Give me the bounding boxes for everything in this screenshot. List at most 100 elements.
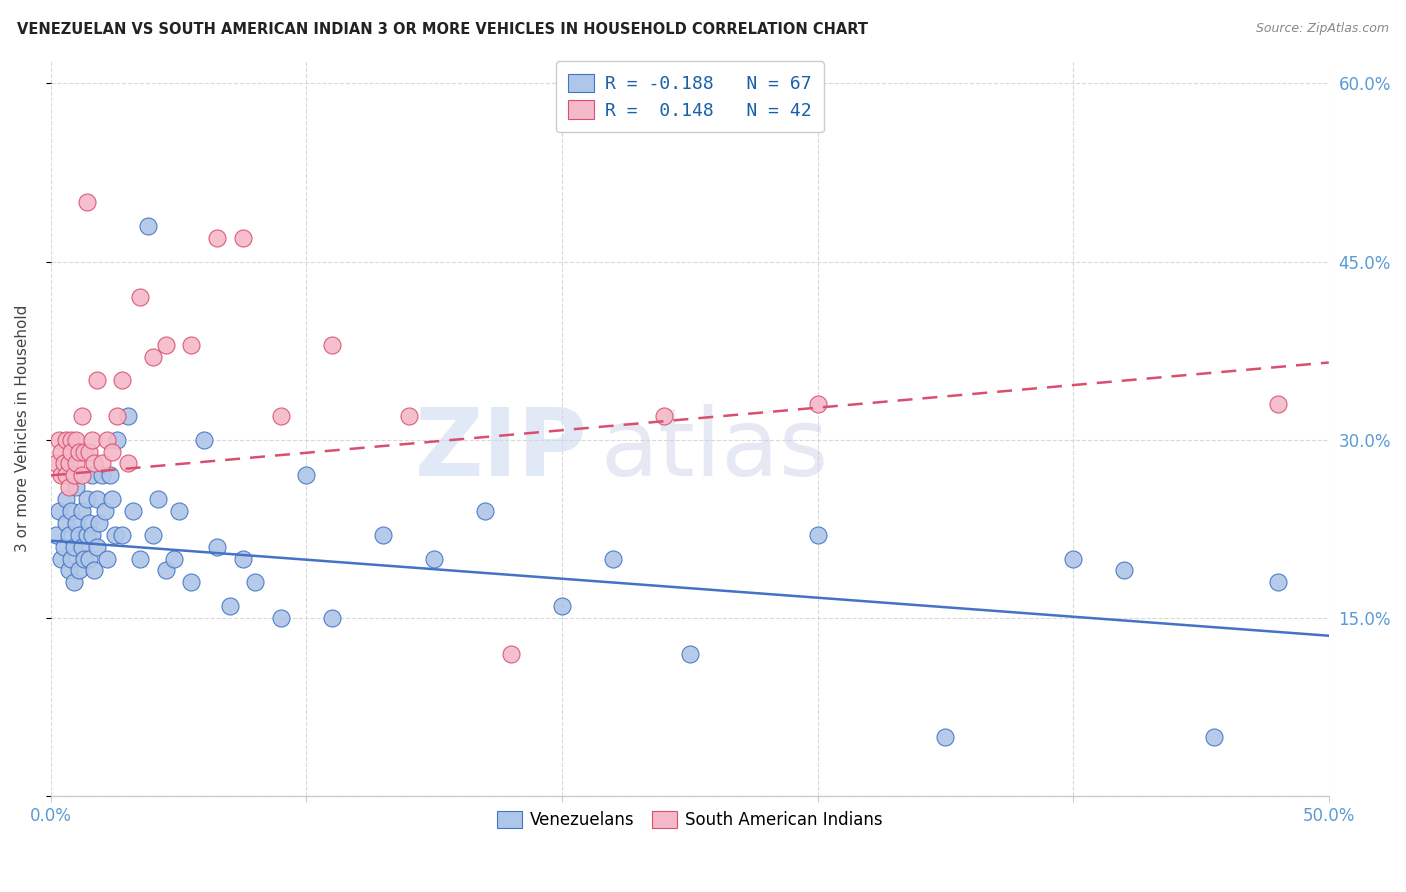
Point — [136, 219, 159, 233]
Point — [52, 540, 75, 554]
Point — [70, 409, 93, 423]
Point — [67, 528, 90, 542]
Point — [129, 290, 152, 304]
Point — [934, 730, 956, 744]
Point — [371, 528, 394, 542]
Point — [63, 540, 86, 554]
Point — [398, 409, 420, 423]
Point — [321, 337, 343, 351]
Legend: Venezuelans, South American Indians: Venezuelans, South American Indians — [491, 804, 889, 836]
Point — [1062, 551, 1084, 566]
Point — [93, 504, 115, 518]
Point — [48, 504, 70, 518]
Point — [245, 575, 267, 590]
Point — [117, 457, 139, 471]
Text: ZIP: ZIP — [415, 404, 588, 496]
Point — [162, 551, 184, 566]
Point — [807, 528, 830, 542]
Point — [652, 409, 675, 423]
Point — [49, 444, 72, 458]
Point — [58, 563, 80, 577]
Point — [70, 468, 93, 483]
Point — [121, 504, 143, 518]
Point — [67, 563, 90, 577]
Point — [67, 444, 90, 458]
Point — [155, 563, 177, 577]
Point — [86, 492, 108, 507]
Point — [148, 492, 170, 507]
Point — [45, 528, 67, 542]
Point — [551, 599, 574, 613]
Point — [205, 540, 228, 554]
Point — [60, 551, 83, 566]
Point — [73, 551, 96, 566]
Point — [70, 504, 93, 518]
Point — [321, 611, 343, 625]
Point — [70, 540, 93, 554]
Point — [96, 433, 118, 447]
Point — [231, 551, 253, 566]
Point — [45, 457, 67, 471]
Point — [499, 647, 522, 661]
Point — [65, 480, 87, 494]
Point — [65, 516, 87, 530]
Point — [117, 409, 139, 423]
Point — [129, 551, 152, 566]
Point — [270, 611, 292, 625]
Point — [423, 551, 446, 566]
Point — [55, 516, 77, 530]
Point — [60, 444, 83, 458]
Point — [1267, 397, 1289, 411]
Point — [86, 540, 108, 554]
Text: Source: ZipAtlas.com: Source: ZipAtlas.com — [1256, 22, 1389, 36]
Point — [83, 563, 105, 577]
Point — [76, 528, 98, 542]
Y-axis label: 3 or more Vehicles in Household: 3 or more Vehicles in Household — [15, 304, 30, 551]
Point — [96, 551, 118, 566]
Point — [679, 647, 702, 661]
Point — [77, 444, 100, 458]
Point — [63, 575, 86, 590]
Point — [89, 516, 111, 530]
Point — [1202, 730, 1225, 744]
Point — [58, 457, 80, 471]
Point — [218, 599, 240, 613]
Point — [807, 397, 830, 411]
Point — [111, 528, 134, 542]
Point — [142, 528, 165, 542]
Point — [98, 468, 121, 483]
Point — [83, 457, 105, 471]
Point — [76, 195, 98, 210]
Point — [101, 492, 124, 507]
Point — [48, 433, 70, 447]
Point — [77, 551, 100, 566]
Point — [474, 504, 496, 518]
Point — [49, 551, 72, 566]
Point — [55, 492, 77, 507]
Point — [270, 409, 292, 423]
Point — [55, 433, 77, 447]
Point — [80, 468, 103, 483]
Point — [91, 468, 114, 483]
Point — [73, 444, 96, 458]
Point — [1114, 563, 1136, 577]
Point — [55, 468, 77, 483]
Point — [180, 337, 202, 351]
Point — [101, 444, 124, 458]
Point — [63, 468, 86, 483]
Point — [86, 373, 108, 387]
Point — [52, 457, 75, 471]
Point — [60, 504, 83, 518]
Point — [105, 409, 128, 423]
Point — [58, 480, 80, 494]
Point — [60, 433, 83, 447]
Point — [105, 433, 128, 447]
Point — [58, 528, 80, 542]
Point — [80, 528, 103, 542]
Point — [231, 231, 253, 245]
Point — [76, 492, 98, 507]
Point — [91, 457, 114, 471]
Point — [602, 551, 624, 566]
Point — [49, 468, 72, 483]
Point — [80, 433, 103, 447]
